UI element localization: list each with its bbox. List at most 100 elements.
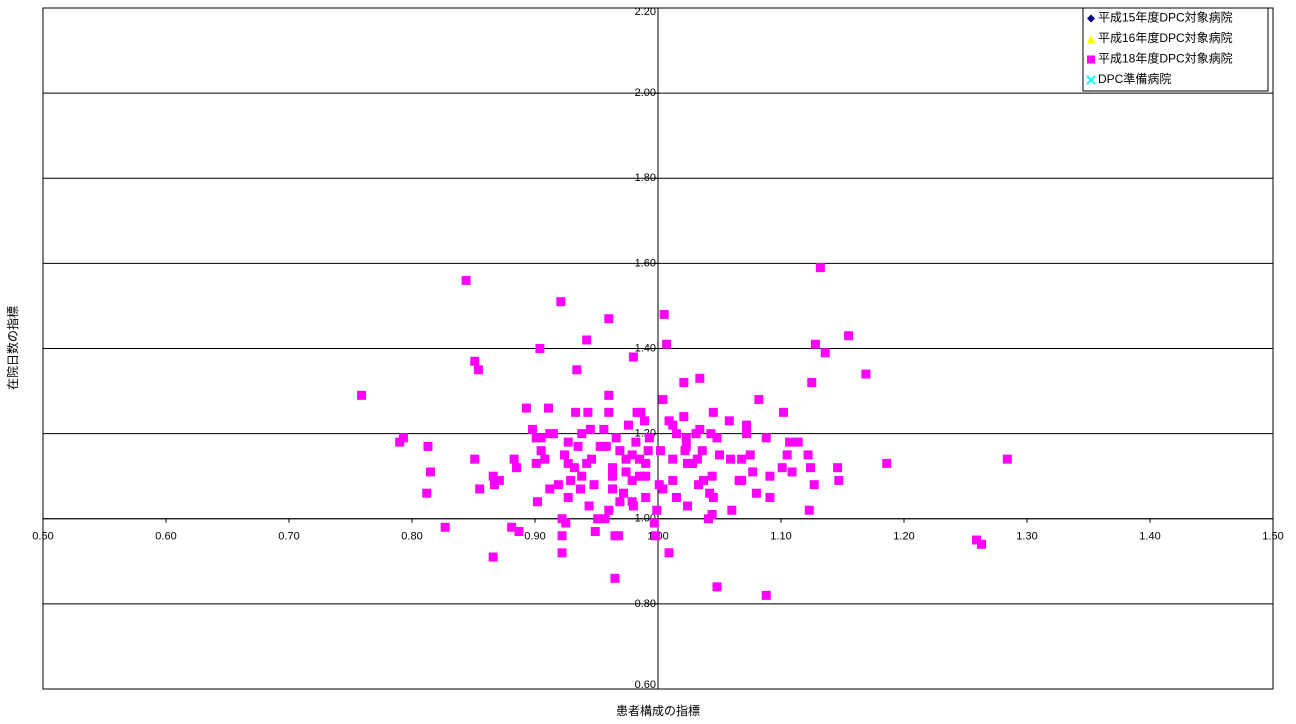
- point: [557, 548, 567, 558]
- point: [470, 454, 480, 464]
- point: [742, 420, 752, 430]
- point: [737, 454, 747, 464]
- point: [803, 450, 813, 460]
- legend-label: DPC準備病院: [1098, 71, 1171, 86]
- point: [600, 514, 610, 524]
- point: [683, 458, 693, 468]
- point: [679, 378, 689, 388]
- point: [833, 463, 843, 473]
- point: [655, 446, 665, 456]
- point: [593, 514, 603, 524]
- point: [804, 505, 814, 515]
- point: [748, 467, 758, 477]
- point: [607, 463, 617, 473]
- point: [712, 433, 722, 443]
- point: [507, 522, 517, 532]
- x-tick-label: 1.30: [1016, 531, 1037, 543]
- point: [556, 297, 566, 307]
- point: [644, 433, 654, 443]
- point: [668, 475, 678, 485]
- point: [623, 420, 633, 430]
- point: [577, 471, 587, 481]
- point: [807, 378, 817, 388]
- point: [615, 446, 625, 456]
- point: [398, 433, 408, 443]
- point: [765, 492, 775, 502]
- point: [708, 407, 718, 417]
- point: [461, 275, 471, 285]
- point: [681, 441, 691, 451]
- point: [787, 467, 797, 477]
- point: [715, 450, 724, 460]
- point: [528, 424, 538, 434]
- point: [572, 365, 582, 375]
- point: [577, 429, 587, 439]
- point: [563, 458, 573, 468]
- point: [553, 480, 563, 490]
- point: [635, 454, 645, 464]
- x-tick-label: 1.10: [770, 531, 791, 543]
- point: [536, 433, 546, 443]
- point: [652, 505, 662, 515]
- point: [815, 263, 825, 273]
- point: [727, 505, 737, 515]
- y-tick-label: 1.40: [635, 342, 656, 354]
- point: [726, 454, 736, 464]
- point: [576, 484, 586, 494]
- point: [604, 314, 614, 324]
- point: [742, 429, 752, 439]
- point: [531, 433, 541, 443]
- point: [561, 518, 571, 528]
- point: [687, 458, 697, 468]
- point: [712, 582, 722, 592]
- point: [668, 454, 678, 464]
- point: [607, 471, 617, 481]
- point: [512, 463, 522, 473]
- point: [540, 454, 550, 464]
- point: [778, 407, 788, 417]
- point: [806, 463, 816, 473]
- x-tick-label: 0.60: [155, 531, 176, 543]
- point: [708, 492, 718, 502]
- point: [694, 480, 704, 490]
- legend-label: 平成15年度DPC対象病院: [1098, 10, 1233, 25]
- point: [583, 407, 593, 417]
- x-tick-label: 0.80: [401, 531, 422, 543]
- y-tick-label: 2.00: [635, 87, 656, 99]
- point: [809, 480, 819, 490]
- point: [595, 441, 605, 451]
- point: [844, 331, 854, 341]
- point: [641, 458, 651, 468]
- x-tick-label: 1.20: [893, 531, 914, 543]
- point: [615, 497, 625, 507]
- point: [664, 548, 674, 558]
- point: [820, 348, 830, 358]
- point: [1002, 454, 1012, 464]
- point: [810, 339, 820, 349]
- point: [589, 480, 599, 490]
- point: [628, 501, 638, 511]
- legend-marker: [1086, 75, 1096, 85]
- point: [782, 450, 792, 460]
- y-tick-label: 1.80: [635, 172, 656, 184]
- point: [614, 531, 624, 541]
- point: [584, 501, 594, 511]
- point: [668, 420, 678, 430]
- point: [557, 531, 567, 541]
- point: [631, 437, 641, 447]
- point: [423, 441, 433, 451]
- point: [571, 407, 581, 417]
- point: [671, 429, 681, 439]
- point: [509, 454, 519, 464]
- point: [604, 505, 614, 515]
- point: [697, 446, 707, 456]
- point: [488, 471, 498, 481]
- point: [573, 441, 583, 451]
- x-tick-label: 0.70: [278, 531, 299, 543]
- legend-marker: [1087, 55, 1095, 64]
- point: [679, 412, 689, 422]
- point: [785, 437, 795, 447]
- y-tick-label: 1.60: [635, 257, 656, 269]
